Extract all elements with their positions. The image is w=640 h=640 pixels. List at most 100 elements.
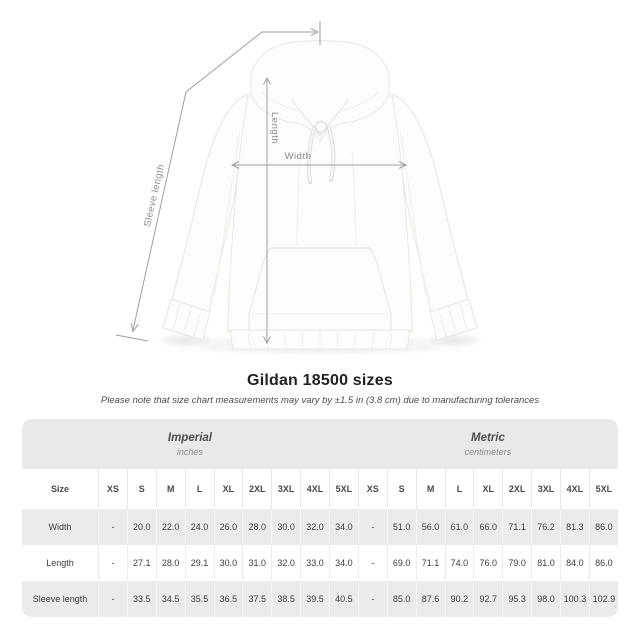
metric-label: Metric [471,431,505,444]
imperial-value: 27.1 [126,545,156,581]
metric-value: 86.0 [588,509,618,545]
imperial-value: 28.0 [242,509,272,545]
cuff-ribbing [172,302,468,338]
metric-value: 81.3 [560,509,589,545]
hoodie-illustration [150,40,490,357]
hem-ribbing [247,330,393,349]
imperial-value: 20.0 [126,509,156,545]
metric-value: - [357,581,387,617]
body-fold-line [296,151,301,247]
metric-size-header: XL [473,469,503,509]
metric-value: 81.0 [531,545,560,581]
imperial-section-header: Imperial inches [22,419,358,469]
title-block: Gildan 18500 sizes Please note that size… [0,372,640,406]
metric-size-header: M [415,469,445,509]
measurement-row: Sleeve length -33.5 34.5 35.5 36.5 37.5 38.5 39… [22,581,618,617]
metric-value: 76.0 [473,545,503,581]
kangaroo-pocket [248,247,392,331]
metric-value: - [357,545,387,581]
metric-value: 100.3 [560,581,589,617]
imperial-value: 29.1 [184,545,214,581]
imperial-value: 35.5 [184,581,214,617]
metric-value: 56.0 [415,509,445,545]
size-table-body: Width -20.0 22.0 24.0 26.0 28.0 30.0 32.0 34.0-5… [22,509,618,617]
metric-section-header: Metric centimeters [357,419,618,469]
imperial-value: 34.0 [329,545,358,581]
hood [250,40,390,142]
imperial-value: 31.0 [242,545,272,581]
imperial-size-header: M [155,469,185,509]
metric-value: 95.3 [502,581,532,617]
imperial-value: 30.0 [213,545,243,581]
imperial-sublabel: inches [176,446,203,457]
imperial-value: 32.0 [271,545,301,581]
metric-value: 51.0 [386,509,416,545]
metric-value: 102.9 [588,581,618,617]
size-table: Imperial inches Metric centimeters Size … [22,419,618,617]
imperial-size-header: XL [213,469,243,509]
imperial-value: 40.5 [329,581,358,617]
hoodie-body [227,95,413,333]
imperial-value: 32.0 [300,509,329,545]
metric-size-header: 5XL [588,469,618,509]
imperial-value: 38.5 [271,581,301,617]
length-measure-arrow [263,76,271,345]
metric-value: 69.0 [386,545,416,581]
imperial-size-header: 4XL [300,469,329,509]
width-measure-arrow [230,161,408,169]
imperial-value: 28.0 [155,545,185,581]
metric-value: 92.7 [473,581,503,617]
length-label: Length [269,112,280,144]
imperial-value: - [98,509,127,545]
imperial-size-header: 2XL [242,469,272,509]
metric-value: - [357,509,387,545]
imperial-size-header: XS [98,469,127,509]
left-cuff [162,298,211,341]
imperial-value: - [98,545,127,581]
imperial-size-header: 5XL [329,469,358,509]
imperial-value: 30.0 [271,509,301,545]
hood-neck-left-edge [291,99,321,137]
metric-size-header: 4XL [560,469,589,509]
size-column-header: Size [22,469,98,509]
left-sleeve-fold [213,129,241,296]
metric-size-header: L [444,469,474,509]
imperial-value: 22.0 [155,509,185,545]
hoodie-diagram: Length Width Sleeve length [115,21,490,357]
sleeve-measure-line [115,21,321,342]
measurement-row: Length -27.1 28.0 29.1 30.0 31.0 32.0 33.0 34.0-… [22,545,618,581]
right-sleeve-fold [399,129,427,296]
unit-section-row: Imperial inches Metric centimeters [22,419,618,469]
imperial-value: 26.0 [213,509,243,545]
right-cuff [429,298,478,341]
imperial-value: - [98,581,127,617]
metric-size-header: S [386,469,416,509]
imperial-size-header: S [126,469,156,509]
imperial-value: 36.5 [213,581,243,617]
metric-size-header: XS [357,469,387,509]
page-title: Gildan 18500 sizes [247,372,393,389]
metric-size-header: 2XL [502,469,532,509]
imperial-value: 24.0 [184,509,214,545]
measurement-row: Width -20.0 22.0 24.0 26.0 28.0 30.0 32.0 34.0-5… [22,509,618,545]
metric-sublabel: centimeters [464,446,512,457]
metric-value: 85.0 [386,581,416,617]
row-label: Width [22,509,98,545]
hood-fold [341,91,379,111]
imperial-value: 39.5 [300,581,329,617]
imperial-value: 37.5 [242,581,272,617]
hood-fold [261,91,299,111]
metric-value: 71.1 [502,509,532,545]
imperial-value: 34.5 [155,581,185,617]
metric-value: 86.0 [588,545,618,581]
metric-value: 66.0 [473,509,503,545]
body-fold-line [351,151,357,247]
metric-value: 79.0 [502,545,532,581]
metric-size-header: 3XL [531,469,560,509]
metric-value: 98.0 [531,581,560,617]
imperial-value: 33.0 [300,545,329,581]
metric-value: 71.1 [415,545,445,581]
imperial-size-header: L [184,469,214,509]
imperial-label: Imperial [167,431,212,444]
